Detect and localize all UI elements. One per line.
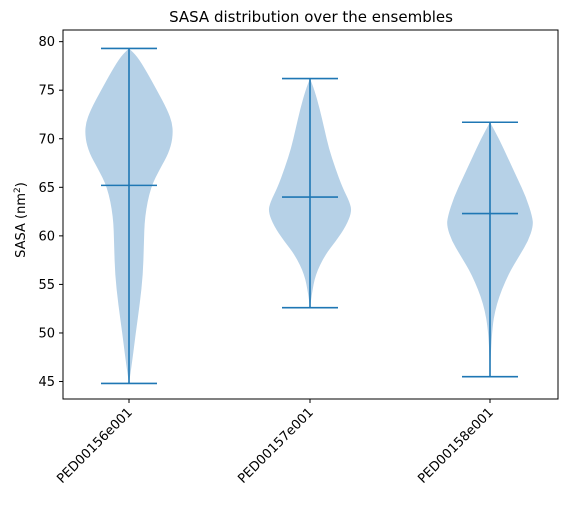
y-tick-label: 55 [38,278,55,293]
y-tick-label: 45 [38,375,55,390]
y-axis-label-close: ) [14,182,29,187]
violin-3 [447,121,533,378]
y-axis-label-main: SASA (nm [14,193,29,258]
plot-area-frame [62,29,559,400]
chart-title: SASA distribution over the ensembles [169,8,453,26]
x-tick-label: PED00157e001 [235,405,316,486]
y-tick-label: 60 [38,229,55,244]
violin-2 [268,77,352,309]
y-tick-label: 75 [38,84,55,99]
x-axis-ticks: PED00156e001 PED00157e001 PED00158e001 [54,399,497,487]
y-tick-label: 50 [38,326,55,341]
violin-1 [85,47,173,385]
y-axis-label: SASA (nm2) [13,182,29,258]
y-axis-label-superscript: 2 [13,187,23,193]
y-axis-ticks: 45 50 55 60 65 70 75 80 [38,35,63,390]
violin-layer [85,47,533,385]
x-tick-label: PED00158e001 [415,405,496,486]
y-tick-label: 65 [38,181,55,196]
y-tick-label: 80 [38,35,55,50]
x-tick-label: PED00156e001 [54,405,135,486]
y-tick-label: 70 [38,132,55,147]
